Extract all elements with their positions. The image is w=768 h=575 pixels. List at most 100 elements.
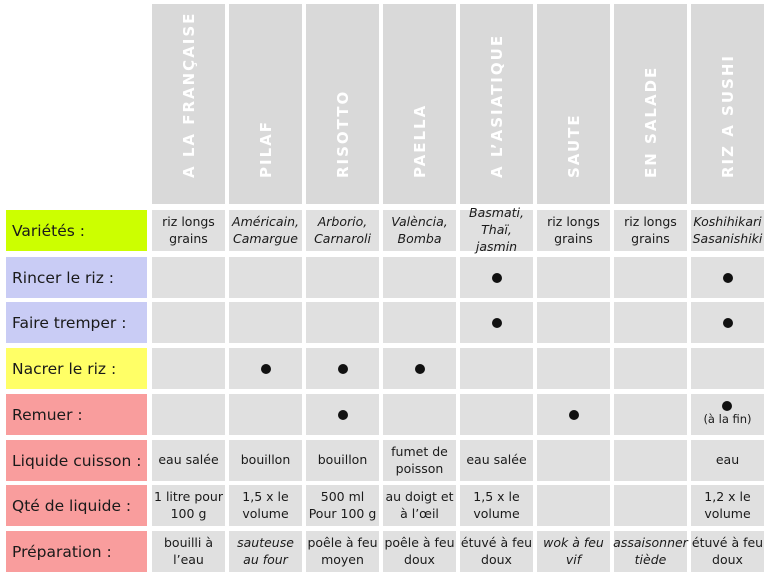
table-cell [614, 440, 687, 481]
table-cell [691, 348, 764, 389]
table-cell: eau salée [460, 440, 533, 481]
cell-text: 500 ml Pour 100 g [308, 488, 377, 521]
table-cell: 1,2 x le volume [691, 485, 764, 526]
cell-text: Basmati, Thaï, jasmin [469, 205, 524, 254]
table-cell [152, 348, 225, 389]
table-cell [383, 302, 456, 343]
cell-text: riz longs grains [162, 213, 215, 246]
bullet-dot [337, 409, 348, 420]
table-cell: assaisonner tiède [613, 531, 688, 572]
table-cell: 1,5 x le volume [229, 485, 302, 526]
table-cell [537, 394, 610, 435]
table-cell [614, 394, 687, 435]
table-cell: bouillon [306, 440, 379, 481]
bullet-dot [491, 272, 502, 283]
table-cell: étuvé à feu doux [691, 531, 764, 572]
table-cell: riz longs grains [614, 210, 687, 251]
table-cell: étuvé à feu doux [460, 531, 533, 572]
cell-text: riz longs grains [547, 213, 600, 246]
table-cell [537, 302, 610, 343]
table-cell: wok à feu vif [537, 531, 610, 572]
table-cell [152, 394, 225, 435]
row-label: Faire tremper : [6, 302, 147, 343]
cell-text: wok à feu vif [543, 534, 604, 567]
cell-text: étuvé à feu doux [460, 534, 533, 567]
table-cell: poêle à feu doux [383, 531, 456, 572]
column-header-sushi: RIZ A SUSHI [691, 4, 764, 204]
table-cell [691, 257, 764, 298]
table-cell [537, 257, 610, 298]
row-label: Liquide cuisson : [6, 440, 147, 481]
table-cell [614, 485, 687, 526]
cell-text: sauteuse au four [237, 534, 294, 567]
table-cell: Américain, Camargue [229, 210, 302, 251]
bullet-dot [260, 363, 271, 374]
table-cell [306, 257, 379, 298]
cell-text: 1 litre pour 100 g [154, 488, 223, 521]
cell-text: étuvé à feu doux [691, 534, 764, 567]
table-cell [614, 348, 687, 389]
bullet-dot [722, 272, 733, 283]
table-cell: València, Bomba [383, 210, 456, 251]
bullet-dot [722, 401, 733, 412]
table-cell [152, 257, 225, 298]
column-header-pilaf: PILAF [229, 4, 302, 204]
row-label: Rincer le riz : [6, 257, 147, 298]
table-cell: Koshihikari Sasanishiki [691, 210, 764, 251]
row-label: Préparation : [6, 531, 147, 572]
cell-text: eau salée [466, 452, 527, 468]
bullet-dot [568, 409, 579, 420]
column-header-salade: EN SALADE [614, 4, 687, 204]
table-cell [537, 440, 610, 481]
cell-text: eau [715, 452, 740, 468]
column-header-saute: SAUTE [537, 4, 610, 204]
cell-text: Arborio, Carnaroli [314, 213, 371, 246]
table-cell [383, 257, 456, 298]
bullet-dot [722, 317, 733, 328]
table-cell [460, 394, 533, 435]
table-cell [229, 394, 302, 435]
table-cell [229, 302, 302, 343]
table-cell [460, 302, 533, 343]
cell-text: au doigt et à l’œil [385, 488, 454, 521]
cell-text: València, Bomba [391, 213, 448, 246]
table-cell [537, 485, 610, 526]
table-cell: eau [691, 440, 764, 481]
table-cell [383, 394, 456, 435]
table-cell: Arborio, Carnaroli [306, 210, 379, 251]
row-label: Nacrer le riz : [6, 348, 147, 389]
cell-note: (à la fin) [703, 412, 752, 427]
table-cell: poêle à feu moyen [306, 531, 379, 572]
column-header-francaise: A LA FRANÇAISE [152, 4, 225, 204]
table-cell: riz longs grains [152, 210, 225, 251]
table-cell: 500 ml Pour 100 g [306, 485, 379, 526]
table-cell: fumet de poisson [383, 440, 456, 481]
table-cell [460, 257, 533, 298]
column-header-paella: PAELLA [383, 4, 456, 204]
table-cell [460, 348, 533, 389]
table-cell: bouillon [229, 440, 302, 481]
row-label: Qté de liquide : [6, 485, 147, 526]
row-label: Remuer : [6, 394, 147, 435]
cell-text: bouillon [240, 452, 291, 468]
cell-text: Koshihikari Sasanishiki [692, 213, 763, 246]
cell-text: 1,5 x le volume [473, 488, 520, 521]
bullet-dot [491, 317, 502, 328]
cell-text: bouillon [317, 452, 368, 468]
table-cell [152, 302, 225, 343]
table-cell [383, 348, 456, 389]
table-cell [229, 348, 302, 389]
table-cell [614, 302, 687, 343]
cell-text: assaisonner tiède [613, 534, 688, 567]
cell-text: Américain, Camargue [232, 213, 299, 246]
table-cell [306, 348, 379, 389]
table-cell: au doigt et à l’œil [383, 485, 456, 526]
table-cell: bouilli à l’eau [152, 531, 225, 572]
bullet-dot [414, 363, 425, 374]
column-header-asiatique: A L’ASIATIQUE [460, 4, 533, 204]
table-cell: sauteuse au four [229, 531, 302, 572]
column-header-risotto: RISOTTO [306, 4, 379, 204]
cell-text: eau salée [158, 452, 219, 468]
table-cell: riz longs grains [537, 210, 610, 251]
table-cell: (à la fin) [691, 394, 764, 435]
